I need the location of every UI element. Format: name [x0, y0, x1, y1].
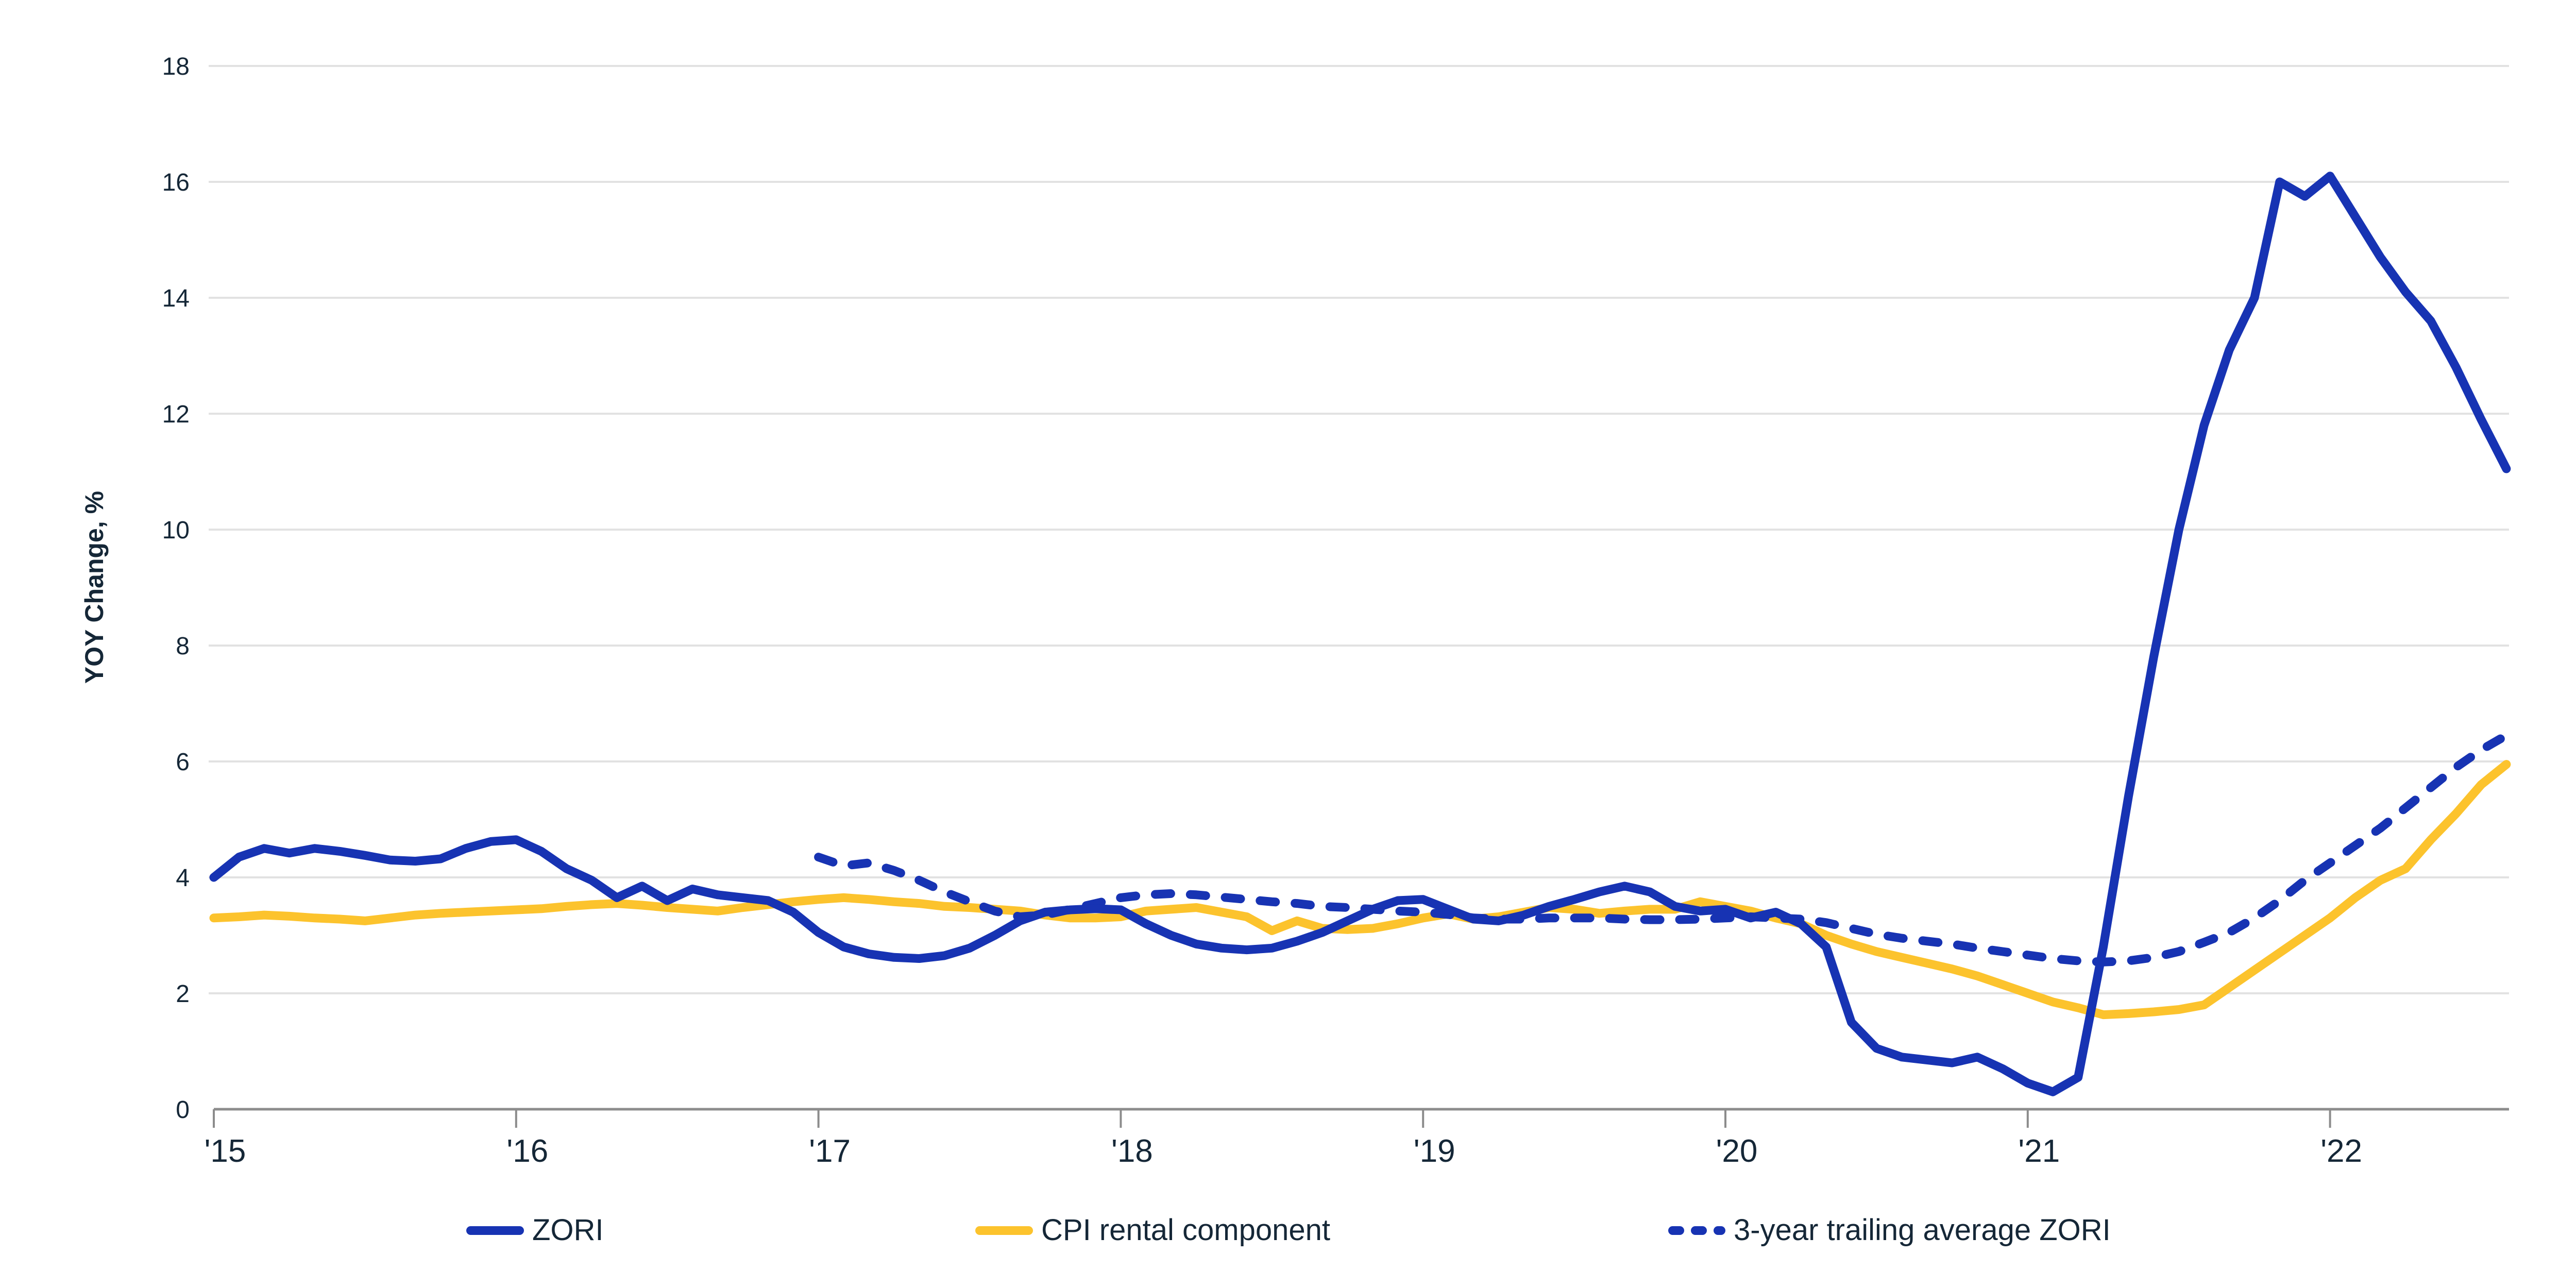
y-tick-label-0: 0 [176, 1096, 190, 1124]
y-tick-label-14: 14 [162, 285, 190, 312]
y-axis-title: YOY Change, % [80, 491, 109, 684]
zori-line-swatch-icon [466, 1226, 524, 1235]
y-tick-label-12: 12 [162, 401, 190, 428]
cpi-line-swatch-icon [975, 1226, 1033, 1235]
x-tick-label-'22: '22 [2320, 1133, 2362, 1169]
y-tick-label-2: 2 [176, 980, 190, 1008]
dashed-line-swatch-icon [1668, 1226, 1725, 1235]
y-tick-label-10: 10 [162, 517, 190, 544]
gridlines [209, 65, 2509, 994]
y-tick-label-6: 6 [176, 749, 190, 776]
x-tick-label-'17: '17 [809, 1133, 851, 1169]
legend-label-3yr-average: 3-year trailing average ZORI [1734, 1213, 2111, 1247]
legend-label-zori: ZORI [532, 1213, 604, 1247]
legend-label-cpi: CPI rental component [1041, 1213, 1330, 1247]
x-tick-label-'18: '18 [1111, 1133, 1153, 1169]
y-tick-label-16: 16 [162, 169, 190, 196]
x-tick-label-'21: '21 [2018, 1133, 2060, 1169]
x-tick-label-'19: '19 [1414, 1133, 1455, 1169]
legend-item-3yr-average: 3-year trailing average ZORI [1668, 1210, 2111, 1251]
cpi-rental-line [209, 760, 2511, 1020]
x-tick-label-'16: '16 [506, 1133, 548, 1169]
x-tick-label-'15: '15 [205, 1133, 246, 1169]
y-tick-label-18: 18 [162, 53, 190, 80]
zori-line [209, 172, 2511, 1096]
x-tick-label-'20: '20 [1716, 1133, 1758, 1169]
zori-3yr-average-line [814, 731, 2511, 967]
y-axis-tick-labels: 0 2 4 6 8 10 12 14 16 18 [162, 53, 190, 1124]
y-tick-label-4: 4 [176, 865, 190, 892]
x-axis: '15 '16 '17 '18 '19 '20 '21 '22 [205, 1108, 2509, 1169]
legend-item-zori: ZORI [466, 1210, 604, 1251]
legend-item-cpi: CPI rental component [975, 1210, 1330, 1251]
legend: ZORI CPI rental component 3-year trailin… [0, 1210, 2576, 1256]
y-tick-label-8: 8 [176, 633, 190, 660]
